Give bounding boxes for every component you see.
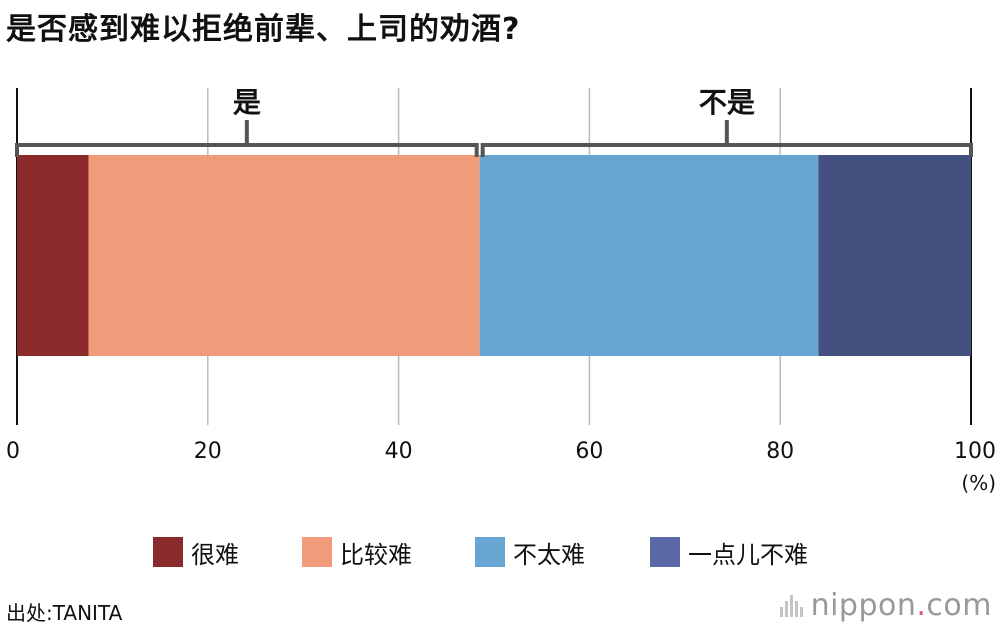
legend-swatch bbox=[475, 537, 505, 567]
legend-item-somewhat-hard: 比较难 bbox=[302, 534, 412, 570]
brand-logo: nippon.com bbox=[779, 588, 992, 623]
stacked-bar-chart: 是 不是 0 20 40 60 80 100 (%) bbox=[6, 86, 996, 495]
x-tick-label: 40 bbox=[385, 439, 413, 464]
x-tick-label: 80 bbox=[766, 439, 794, 464]
group-label: 不是 bbox=[699, 86, 755, 119]
brand-name: nippon bbox=[810, 588, 917, 623]
bar-segment-2 bbox=[479, 155, 819, 356]
group-label: 是 bbox=[233, 86, 261, 119]
brand-dot: . bbox=[916, 588, 927, 623]
legend-label: 很难 bbox=[191, 540, 239, 569]
legend-label: 不太难 bbox=[513, 540, 585, 569]
chart-title: 是否感到难以拒绝前辈、上司的劝酒? bbox=[6, 12, 521, 47]
legend-swatch bbox=[153, 537, 183, 567]
legend-swatch bbox=[650, 537, 680, 567]
legend-item-very-hard: 很难 bbox=[153, 534, 239, 570]
legend-swatch bbox=[302, 537, 332, 567]
brand-bars-icon bbox=[779, 594, 805, 617]
x-tick-label: 0 bbox=[6, 439, 20, 464]
x-tick-label: 60 bbox=[575, 439, 603, 464]
bar-segment-1 bbox=[88, 155, 480, 356]
bar-segment-0 bbox=[17, 155, 89, 356]
legend-label: 比较难 bbox=[340, 540, 412, 569]
unit-label: (%) bbox=[961, 471, 996, 495]
legend-item-not-very-hard: 不太难 bbox=[475, 534, 585, 570]
source-note: 出处:TANITA bbox=[6, 601, 123, 625]
x-tick-label: 20 bbox=[194, 439, 222, 464]
bar-segment-3 bbox=[818, 155, 971, 356]
legend: 很难 比较难 不太难 一点儿不难 bbox=[0, 534, 1000, 570]
x-tick-label: 100 bbox=[954, 439, 996, 464]
legend-label: 一点儿不难 bbox=[688, 540, 808, 569]
legend-item-not-hard-at-all: 一点儿不难 bbox=[650, 534, 808, 570]
brand-tld: com bbox=[926, 588, 992, 623]
